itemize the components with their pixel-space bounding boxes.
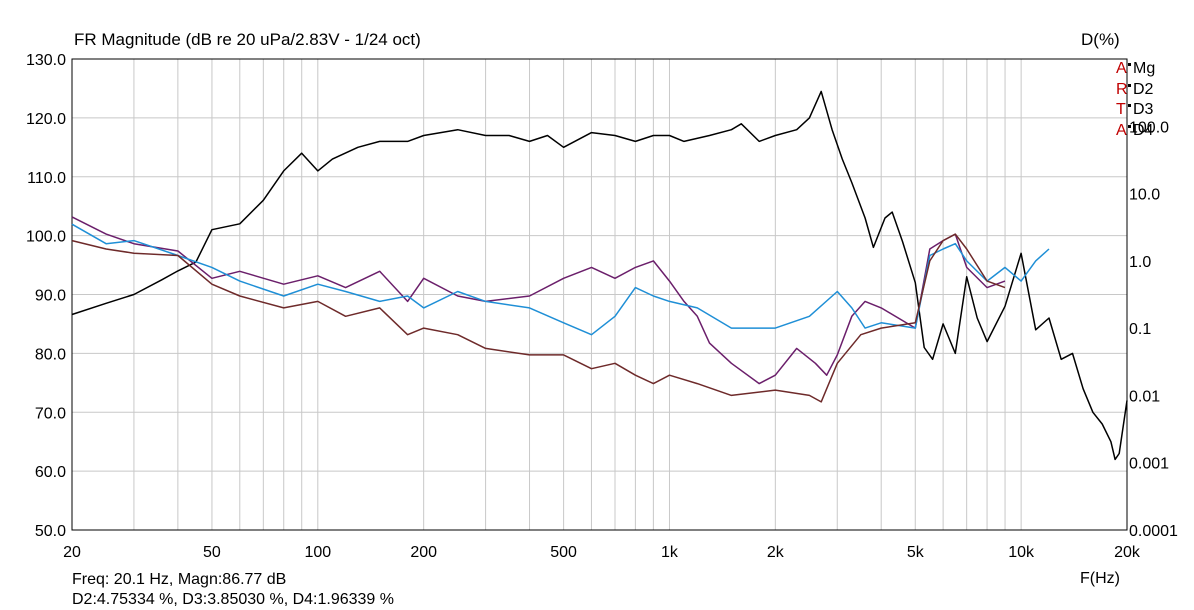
cursor-readout-magnitude: Freq: 20.1 Hz, Magn:86.77 dB — [72, 571, 287, 588]
plot-border — [71, 58, 1128, 531]
x-tick-label: 20k — [1114, 544, 1141, 561]
series-line-d3 — [71, 223, 1050, 336]
cursor-readout-distortion: D2:4.75334 %, D3:3.85030 %, D4:1.96339 % — [72, 591, 394, 608]
chart-title: FR Magnitude (dB re 20 uPa/2.83V - 1/24 … — [74, 30, 421, 49]
legend-entry-d3[interactable]: T D3 — [1116, 101, 1153, 121]
y-tick-label: 70.0 — [35, 405, 66, 422]
x-tick-label: 50 — [203, 544, 221, 561]
x-tick-label: 1k — [661, 544, 679, 561]
legend-label: D2 — [1133, 81, 1154, 98]
tick-labels: 50.0 60.0 70.0 80.0 90.0 100.0 110.0 120.0 130.0… — [26, 52, 1178, 561]
x-axis-title: F(Hz) — [1080, 570, 1120, 587]
legend-entry-d4[interactable]: A D4 — [1116, 122, 1153, 142]
series-line-mg — [71, 90, 1128, 461]
x-tick-label: 100 — [304, 544, 331, 561]
y-tick-label: 100.0 — [26, 229, 66, 246]
legend-label: Mg — [1133, 60, 1156, 77]
legend-letter: T — [1116, 101, 1126, 118]
right-axis-title: D(%) — [1081, 30, 1120, 49]
y2-tick-label: 10.0 — [1129, 187, 1160, 204]
x-tick-label: 5k — [907, 544, 925, 561]
legend-letter: A — [1116, 122, 1127, 139]
y-tick-label: 60.0 — [35, 464, 66, 481]
legend-marker-icon — [1128, 63, 1131, 66]
legend-entry-mg[interactable]: A Mg — [1116, 60, 1155, 80]
x-tick-label: 500 — [550, 544, 577, 561]
series-layer — [71, 90, 1128, 461]
plot-frame — [71, 58, 1128, 531]
legend-label: D3 — [1133, 101, 1154, 118]
y-tick-label: 50.0 — [35, 523, 66, 540]
grid-lines — [72, 59, 1127, 530]
series-line-d4 — [71, 233, 1006, 403]
legend-entry-d2[interactable]: R D2 — [1116, 81, 1153, 101]
y2-tick-label: 0.0001 — [1129, 523, 1178, 540]
x-tick-label: 200 — [410, 544, 437, 561]
y-tick-label: 110.0 — [27, 170, 66, 187]
y-tick-label: 120.0 — [26, 111, 66, 128]
x-tick-label: 10k — [1008, 544, 1035, 561]
y2-tick-label: 1.0 — [1129, 254, 1151, 271]
legend-letter: A — [1116, 60, 1127, 77]
y-tick-label: 90.0 — [35, 288, 66, 305]
y2-tick-label: 0.1 — [1129, 321, 1151, 338]
legend-marker-icon — [1128, 84, 1131, 87]
y2-tick-label: 0.001 — [1129, 456, 1169, 473]
legend-letter: R — [1116, 81, 1128, 98]
y2-tick-label: 100.0 — [1129, 119, 1169, 136]
y-tick-label: 130.0 — [26, 52, 66, 69]
legend-marker-icon — [1128, 125, 1131, 128]
y2-tick-label: 0.01 — [1129, 388, 1160, 405]
series-line-d2 — [71, 216, 1006, 385]
x-tick-label: 2k — [767, 544, 785, 561]
y-tick-label: 80.0 — [35, 346, 66, 363]
legend-marker-icon — [1128, 104, 1131, 107]
legend-label: D4 — [1133, 122, 1154, 139]
x-tick-label: 20 — [63, 544, 81, 561]
